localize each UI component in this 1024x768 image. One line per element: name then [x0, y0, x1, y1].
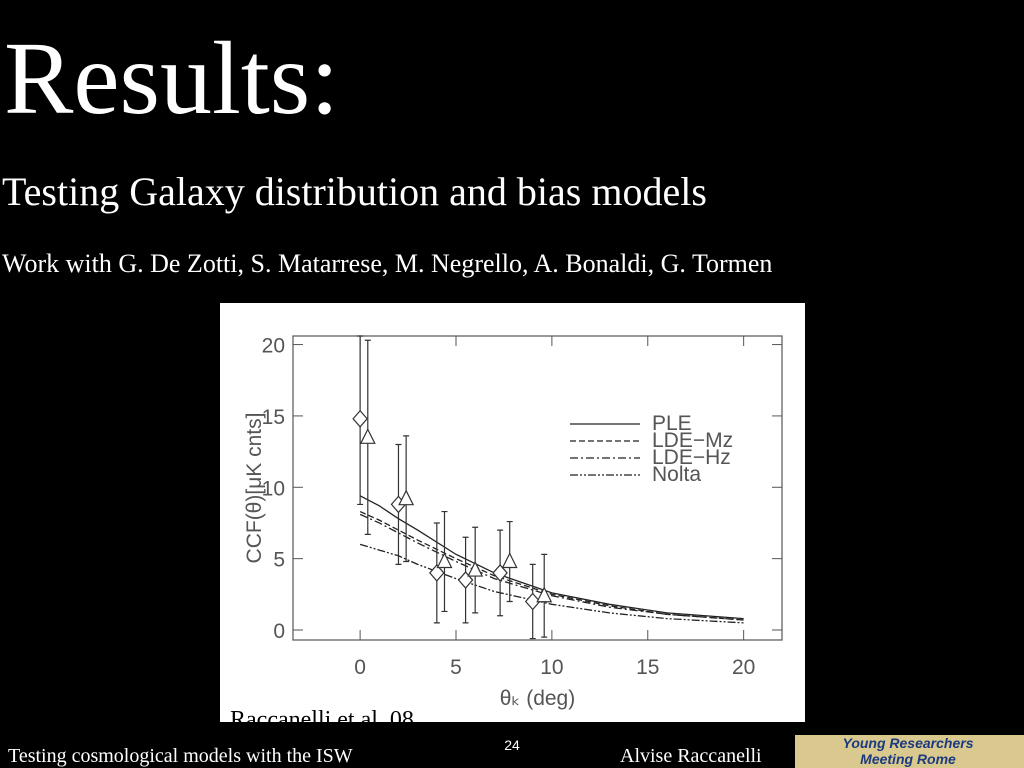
authors: Work with G. De Zotti, S. Matarrese, M. … — [2, 249, 772, 278]
y-tick-label: 0 — [273, 620, 285, 643]
plot-frame — [292, 335, 783, 641]
data-point — [501, 552, 518, 569]
page-number: 24 — [504, 737, 520, 753]
x-tick-label: 10 — [540, 656, 563, 679]
citation: Raccanelli et al. 08 — [230, 707, 414, 733]
logo — [795, 735, 1024, 768]
data-point — [352, 409, 368, 428]
legend-label: LDE−Mz — [652, 429, 733, 452]
footer-right: Alvise Raccanelli — [620, 745, 762, 767]
data-point — [524, 592, 541, 611]
y-tick-label: 20 — [262, 335, 285, 358]
legend-label: Nolta — [652, 463, 701, 486]
data-point — [429, 564, 445, 582]
slide-subtitle: Testing Galaxy distribution and bias mod… — [2, 169, 707, 214]
x-tick-label: 5 — [450, 656, 462, 679]
y-tick-label: 15 — [262, 406, 285, 429]
chart: 0 5 10 15 20 0 5 10 15 20 θₖ (deg) CCF(θ)[μK cnts] P… — [243, 335, 783, 710]
data-point — [457, 571, 474, 589]
data-point — [398, 489, 415, 506]
x-tick-label: 15 — [636, 656, 659, 679]
x-tick-label: 20 — [732, 656, 755, 679]
y-tick-label: 5 — [273, 549, 285, 572]
chart-background — [220, 303, 805, 722]
y-tick-label: 10 — [262, 477, 285, 500]
y-axis-label: CCF(θ)[μK cnts] — [243, 413, 266, 564]
legend-label: PLE — [652, 412, 692, 435]
legend-label: LDE−Hz — [652, 446, 731, 469]
footer-left: Testing cosmological models with the ISW — [8, 745, 353, 767]
data-point — [436, 552, 453, 569]
data-point — [536, 586, 553, 603]
x-tick-label: 0 — [354, 656, 366, 679]
slide-title: Results: — [4, 21, 339, 136]
data-point — [467, 560, 484, 577]
logo-text: Young Researchers — [843, 735, 974, 751]
x-axis-label: θₖ (deg) — [500, 687, 575, 710]
data-point — [492, 564, 508, 582]
logo-text: Meeting Rome — [860, 751, 956, 767]
data-point — [359, 427, 376, 444]
